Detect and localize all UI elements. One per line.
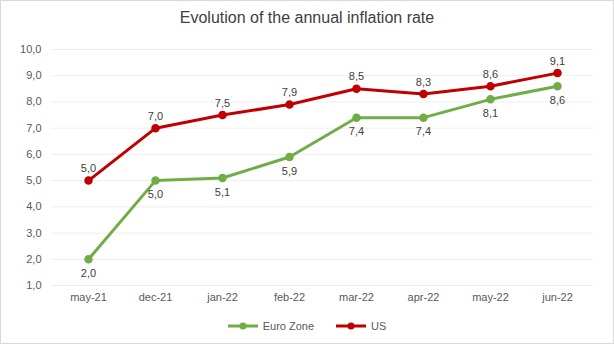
svg-text:5,9: 5,9 [282, 165, 297, 177]
svg-text:feb-22: feb-22 [274, 291, 305, 303]
svg-text:5,0: 5,0 [81, 162, 96, 174]
svg-text:8,0: 8,0 [26, 95, 41, 107]
svg-text:7,0: 7,0 [148, 110, 163, 122]
svg-text:5,0: 5,0 [148, 188, 163, 200]
svg-text:8,6: 8,6 [550, 94, 565, 106]
svg-text:jun-22: jun-22 [541, 291, 573, 303]
svg-text:7,4: 7,4 [416, 125, 431, 137]
svg-text:4,0: 4,0 [26, 200, 41, 212]
svg-text:apr-22: apr-22 [408, 291, 440, 303]
svg-text:mar-22: mar-22 [339, 291, 374, 303]
svg-text:dec-21: dec-21 [139, 291, 173, 303]
svg-text:jan-22: jan-22 [206, 291, 238, 303]
svg-text:9,1: 9,1 [550, 55, 565, 67]
html-text:Evolution of the annual inflat: Evolution of the annual inflation rate [179, 9, 435, 26]
svg-text:10,0: 10,0 [20, 43, 41, 55]
svg-text:1,0: 1,0 [26, 279, 41, 291]
html-text:Euro Zone: Euro Zone [262, 320, 314, 332]
svg-text:7,0: 7,0 [26, 122, 41, 134]
svg-text:8,3: 8,3 [416, 76, 431, 88]
svg-text:may-22: may-22 [472, 291, 509, 303]
svg-text:6,0: 6,0 [26, 148, 41, 160]
svg-text:8,6: 8,6 [483, 68, 498, 80]
svg-text:5,1: 5,1 [215, 186, 230, 198]
html-text:US: US [371, 320, 387, 332]
svg-text:8,1: 8,1 [483, 107, 498, 119]
svg-text:8,5: 8,5 [349, 70, 364, 82]
svg-text:2,0: 2,0 [26, 253, 41, 265]
svg-text:3,0: 3,0 [26, 227, 41, 239]
svg-text:7,4: 7,4 [349, 125, 364, 137]
svg-text:9,0: 9,0 [26, 69, 41, 81]
svg-text:7,9: 7,9 [282, 86, 297, 98]
svg-text:2,0: 2,0 [81, 267, 96, 279]
svg-text:5,0: 5,0 [26, 174, 41, 186]
svg-text:7,5: 7,5 [215, 97, 230, 109]
svg-text:may-21: may-21 [70, 291, 107, 303]
